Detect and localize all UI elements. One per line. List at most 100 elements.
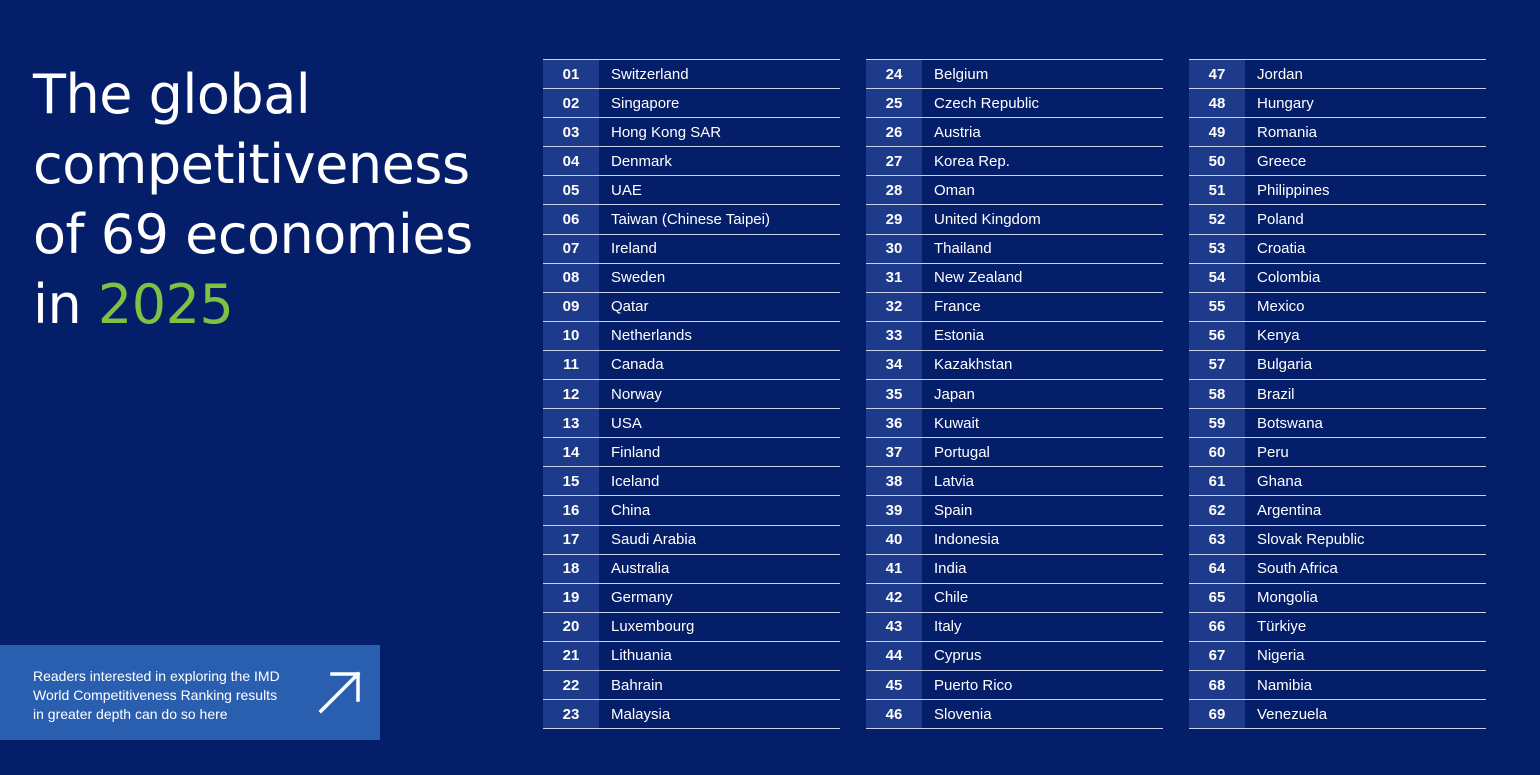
explore-results-link[interactable]: Readers interested in exploring the IMD … [0, 645, 380, 740]
arrow-up-right-icon[interactable] [318, 670, 362, 714]
economy-name: Colombia [1257, 269, 1321, 287]
economy-name: Jordan [1257, 65, 1303, 83]
rank-number: 63 [1189, 525, 1245, 554]
rank-number: 35 [866, 380, 922, 409]
ranking-row: 57 Bulgaria [1189, 350, 1486, 381]
rank-number: 04 [543, 147, 599, 176]
ranking-row: 62 Argentina [1189, 496, 1486, 526]
ranking-row: 41 India [866, 554, 1163, 584]
economy-name: Kuwait [934, 414, 980, 432]
rank-number: 15 [543, 467, 599, 496]
rank-number: 17 [543, 525, 599, 554]
title-line-1: The global [33, 63, 311, 126]
rank-number: 37 [866, 438, 922, 467]
rank-number: 23 [543, 700, 599, 729]
rank-number: 41 [866, 554, 922, 583]
ranking-row: 16 China [543, 496, 840, 526]
ranking-row: 46 Slovenia [866, 700, 1163, 730]
economy-name: Ireland [611, 240, 657, 258]
economy-name: Namibia [1257, 676, 1313, 694]
ranking-row: 12 Norway [543, 380, 840, 410]
ranking-row: 44 Cyprus [866, 641, 1163, 671]
rank-number: 60 [1189, 438, 1245, 467]
economy-name: Qatar [611, 298, 649, 316]
economy-name: Philippines [1257, 181, 1330, 199]
economy-name: Croatia [1257, 240, 1306, 258]
rank-number: 01 [543, 60, 599, 89]
title-line-2: competitiveness [33, 133, 470, 196]
economy-name: Iceland [611, 472, 660, 490]
rank-number: 52 [1189, 205, 1245, 234]
rank-number: 47 [1189, 60, 1245, 89]
rank-number: 57 [1189, 350, 1245, 380]
ranking-row: 05 UAE [543, 176, 840, 206]
rank-number: 69 [1189, 700, 1245, 729]
ranking-row: 34 Kazakhstan [866, 350, 1163, 381]
economy-name: Switzerland [611, 65, 689, 83]
economy-name: New Zealand [934, 269, 1023, 287]
rank-number: 40 [866, 525, 922, 554]
rank-number: 20 [543, 612, 599, 641]
ranking-row: 18 Australia [543, 554, 840, 584]
rank-number: 34 [866, 350, 922, 380]
rank-number: 59 [1189, 409, 1245, 438]
ranking-row: 11 Canada [543, 350, 840, 381]
economy-name: Latvia [934, 472, 975, 490]
ranking-row: 01 Switzerland [543, 60, 840, 90]
ranking-row: 33 Estonia [866, 321, 1163, 351]
ranking-column-3: 47 Jordan 48 Hungary 49 Romania 50 Greece 51 Phil… [1189, 59, 1486, 730]
economy-name: Estonia [934, 327, 985, 345]
rank-number: 22 [543, 670, 599, 700]
ranking-row: 28 Oman [866, 176, 1163, 206]
rank-number: 31 [866, 263, 922, 292]
economy-name: Brazil [1257, 385, 1295, 403]
ranking-row: 27 Korea Rep. [866, 147, 1163, 177]
economy-name: Saudi Arabia [611, 531, 697, 549]
ranking-row: 37 Portugal [866, 438, 1163, 468]
ranking-row: 65 Mongolia [1189, 583, 1486, 613]
ranking-row: 30 Thailand [866, 234, 1163, 264]
rank-number: 43 [866, 612, 922, 641]
economy-name: Slovak Republic [1257, 531, 1365, 549]
economy-name: Peru [1257, 443, 1289, 461]
economy-name: Mongolia [1257, 589, 1318, 607]
ranking-row: 32 France [866, 292, 1163, 322]
ranking-row: 08 Sweden [543, 263, 840, 293]
ranking-row: 35 Japan [866, 380, 1163, 410]
ranking-row: 20 Luxembourg [543, 612, 840, 642]
rank-number: 46 [866, 700, 922, 729]
economy-name: Netherlands [611, 327, 692, 345]
ranking-row: 09 Qatar [543, 292, 840, 322]
economy-name: Kazakhstan [934, 356, 1013, 374]
rank-number: 24 [866, 60, 922, 89]
ranking-row: 58 Brazil [1189, 380, 1486, 410]
rank-number: 51 [1189, 176, 1245, 205]
economy-name: Hong Kong SAR [611, 123, 722, 141]
rank-number: 18 [543, 554, 599, 583]
page-title: The global competitiveness of 69 economi… [33, 60, 513, 340]
economy-name: Spain [934, 501, 973, 519]
rank-number: 58 [1189, 380, 1245, 409]
title-line-3: of 69 economies [33, 203, 473, 266]
ranking-row: 48 Hungary [1189, 89, 1486, 119]
economy-name: India [934, 560, 967, 578]
economy-name: Greece [1257, 152, 1307, 170]
economy-name: Cyprus [934, 647, 982, 665]
ranking-row: 13 USA [543, 409, 840, 439]
ranking-row: 47 Jordan [1189, 60, 1486, 90]
ranking-row: 66 Türkiye [1189, 612, 1486, 642]
economy-name: South Africa [1257, 560, 1338, 578]
economy-name: Romania [1257, 123, 1318, 141]
economy-name: Luxembourg [611, 618, 695, 636]
economy-name: Venezuela [1257, 705, 1328, 723]
ranking-row: 52 Poland [1189, 205, 1486, 235]
economy-name: Slovenia [934, 705, 992, 723]
rank-number: 25 [866, 89, 922, 118]
economy-name: Denmark [611, 152, 672, 170]
rank-number: 62 [1189, 496, 1245, 525]
ranking-row: 03 Hong Kong SAR [543, 118, 840, 148]
economy-name: UAE [611, 181, 642, 199]
rank-number: 49 [1189, 118, 1245, 147]
economy-name: Kenya [1257, 327, 1300, 345]
economy-name: Japan [934, 385, 975, 403]
